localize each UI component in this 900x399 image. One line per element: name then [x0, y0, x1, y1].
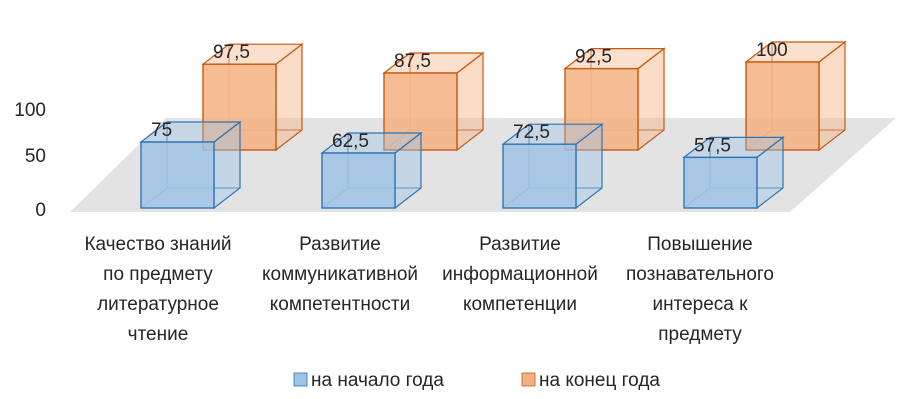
bar-start-1 — [139, 120, 242, 210]
chart-bars — [139, 40, 847, 210]
legend-item-2: на конец года — [521, 370, 660, 391]
bar-start-3 — [501, 122, 604, 210]
bar-end-4-front — [745, 61, 820, 151]
legend-label-1: на начало года — [311, 370, 444, 391]
category-label-4: Повышение познавательного интереса к предме… — [626, 234, 774, 345]
bar-start-4-front — [683, 156, 758, 209]
category-label-1: Качество знаний по предмету литературное чт… — [84, 234, 231, 345]
data-label-end-3: 92,5 — [575, 47, 612, 68]
data-label-start-1: 75 — [151, 120, 172, 141]
data-label-start-3: 72,5 — [513, 122, 550, 143]
bar-start-2-front — [321, 152, 396, 209]
y-tick-label-100: 100 — [14, 100, 46, 121]
data-label-end-4: 100 — [756, 40, 788, 61]
y-tick-label-50: 50 — [25, 146, 46, 167]
x-axis-categories: Качество знаний по предмету литературное чт… — [84, 234, 774, 345]
legend-swatch-1 — [293, 372, 308, 387]
category-label-3: Развитие информационной компетенции — [442, 234, 598, 315]
legend: на начало года на конец года — [293, 370, 660, 391]
bar-start-1-front — [140, 141, 215, 209]
bar-end-2 — [382, 51, 485, 152]
data-label-start-4: 57,5 — [694, 135, 731, 156]
chart-labels: 97,5 87,5 92,5 100 75 62,5 72,5 57,5 — [151, 40, 788, 156]
legend-label-2: на конец года — [539, 370, 660, 391]
data-label-end-1: 97,5 — [213, 42, 250, 63]
legend-swatch-2 — [521, 372, 536, 387]
bar-end-3 — [563, 47, 666, 152]
category-label-2: Развитие коммуникативной компетентности — [262, 234, 418, 315]
bar-start-2 — [320, 131, 423, 210]
bar-end-1 — [201, 42, 304, 152]
legend-item-1: на начало года — [293, 370, 444, 391]
data-label-start-2: 62,5 — [332, 131, 369, 152]
data-label-end-2: 87,5 — [394, 51, 431, 72]
y-tick-label-0: 0 — [35, 200, 46, 221]
y-axis: 0 50 100 — [14, 100, 46, 221]
bar-start-3-front — [502, 143, 577, 209]
bar-end-4 — [744, 40, 847, 152]
bar-start-4 — [682, 136, 785, 210]
